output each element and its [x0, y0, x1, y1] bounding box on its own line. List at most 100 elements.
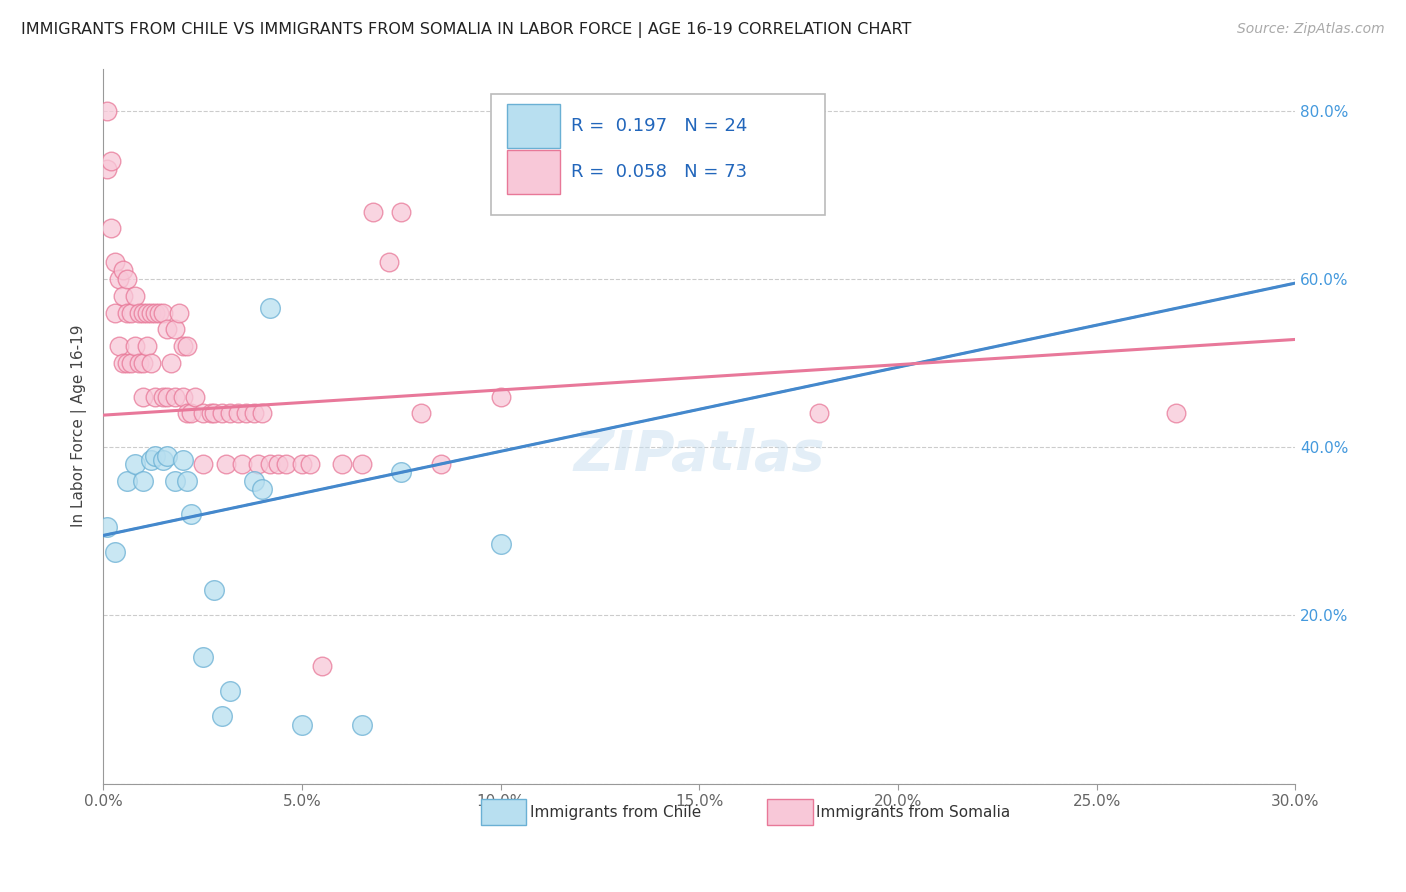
Point: [430, 457, 453, 471]
Point: [143, 305, 166, 319]
Point: [156, 390, 179, 404]
Point: [180, 407, 202, 421]
Point: [274, 457, 297, 471]
Point: [163, 474, 186, 488]
Point: [124, 457, 146, 471]
Text: R =  0.058   N = 73: R = 0.058 N = 73: [571, 163, 747, 181]
Y-axis label: In Labor Force | Age 16-19: In Labor Force | Age 16-19: [72, 325, 87, 527]
Point: [267, 457, 290, 471]
Point: [291, 457, 314, 471]
Point: [259, 301, 281, 316]
Point: [191, 650, 214, 665]
Point: [115, 272, 138, 286]
Point: [211, 709, 233, 723]
Point: [247, 457, 270, 471]
Point: [156, 449, 179, 463]
Point: [108, 272, 131, 286]
Point: [215, 457, 238, 471]
Point: [139, 356, 162, 370]
Point: [231, 457, 253, 471]
Point: [389, 466, 412, 480]
Point: [330, 457, 353, 471]
Text: Immigrants from Chile: Immigrants from Chile: [530, 805, 702, 820]
Point: [100, 154, 122, 169]
Point: [259, 457, 281, 471]
Point: [219, 407, 242, 421]
Point: [176, 474, 198, 488]
Point: [176, 339, 198, 353]
Point: [350, 457, 373, 471]
Point: [115, 356, 138, 370]
Point: [378, 255, 401, 269]
FancyBboxPatch shape: [508, 150, 560, 194]
Point: [120, 356, 142, 370]
Point: [143, 449, 166, 463]
Point: [363, 204, 385, 219]
Point: [172, 339, 194, 353]
Text: IMMIGRANTS FROM CHILE VS IMMIGRANTS FROM SOMALIA IN LABOR FORCE | AGE 16-19 CORR: IMMIGRANTS FROM CHILE VS IMMIGRANTS FROM…: [21, 22, 911, 38]
Point: [100, 221, 122, 235]
Point: [243, 407, 266, 421]
Point: [128, 305, 150, 319]
Point: [128, 356, 150, 370]
Point: [139, 305, 162, 319]
Text: Source: ZipAtlas.com: Source: ZipAtlas.com: [1237, 22, 1385, 37]
Point: [120, 305, 142, 319]
Point: [163, 390, 186, 404]
Point: [163, 322, 186, 336]
Point: [96, 162, 118, 177]
Point: [191, 407, 214, 421]
Point: [298, 457, 321, 471]
Point: [200, 407, 222, 421]
Point: [250, 482, 273, 496]
Point: [411, 407, 433, 421]
Point: [176, 407, 198, 421]
Point: [159, 356, 181, 370]
Point: [211, 407, 233, 421]
Point: [250, 407, 273, 421]
Point: [115, 305, 138, 319]
Point: [152, 452, 174, 467]
Point: [311, 658, 333, 673]
Point: [104, 255, 127, 269]
Point: [152, 305, 174, 319]
FancyBboxPatch shape: [768, 799, 813, 825]
Point: [96, 103, 118, 118]
Text: ZIPatlas: ZIPatlas: [574, 427, 825, 482]
Point: [115, 474, 138, 488]
Point: [489, 537, 512, 551]
FancyBboxPatch shape: [508, 104, 560, 148]
Point: [132, 356, 155, 370]
Point: [148, 305, 170, 319]
Point: [291, 718, 314, 732]
Point: [132, 474, 155, 488]
Point: [132, 305, 155, 319]
Point: [156, 322, 179, 336]
Point: [96, 520, 118, 534]
Point: [139, 452, 162, 467]
Point: [108, 339, 131, 353]
Point: [228, 407, 250, 421]
Point: [183, 390, 205, 404]
Point: [219, 684, 242, 698]
Point: [172, 390, 194, 404]
Point: [136, 339, 159, 353]
FancyBboxPatch shape: [481, 799, 526, 825]
Point: [112, 356, 135, 370]
Point: [204, 407, 226, 421]
Point: [143, 390, 166, 404]
Point: [180, 508, 202, 522]
Point: [112, 288, 135, 302]
Point: [243, 474, 266, 488]
Point: [124, 288, 146, 302]
Point: [124, 339, 146, 353]
Point: [112, 263, 135, 277]
Point: [389, 204, 412, 219]
Point: [104, 545, 127, 559]
Text: R =  0.197   N = 24: R = 0.197 N = 24: [571, 117, 747, 135]
Point: [1166, 407, 1188, 421]
Point: [172, 452, 194, 467]
Text: Immigrants from Somalia: Immigrants from Somalia: [815, 805, 1011, 820]
Point: [136, 305, 159, 319]
Point: [807, 407, 830, 421]
